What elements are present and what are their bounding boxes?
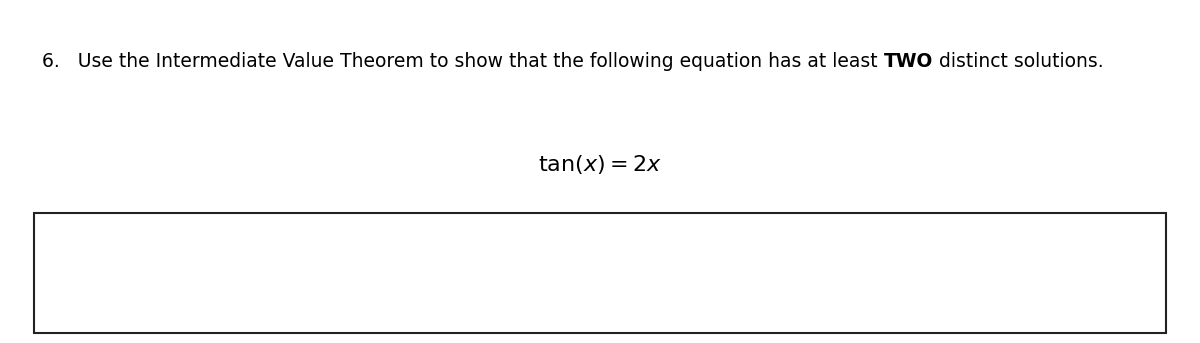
- Text: distinct solutions.: distinct solutions.: [934, 52, 1104, 71]
- Text: TWO: TWO: [883, 52, 934, 71]
- Bar: [34, 213, 1166, 333]
- Text: 6.   Use the Intermediate Value Theorem to show that the following equation has : 6. Use the Intermediate Value Theorem to…: [42, 52, 883, 71]
- Text: $\mathrm{tan}(x) = 2x$: $\mathrm{tan}(x) = 2x$: [538, 153, 662, 176]
